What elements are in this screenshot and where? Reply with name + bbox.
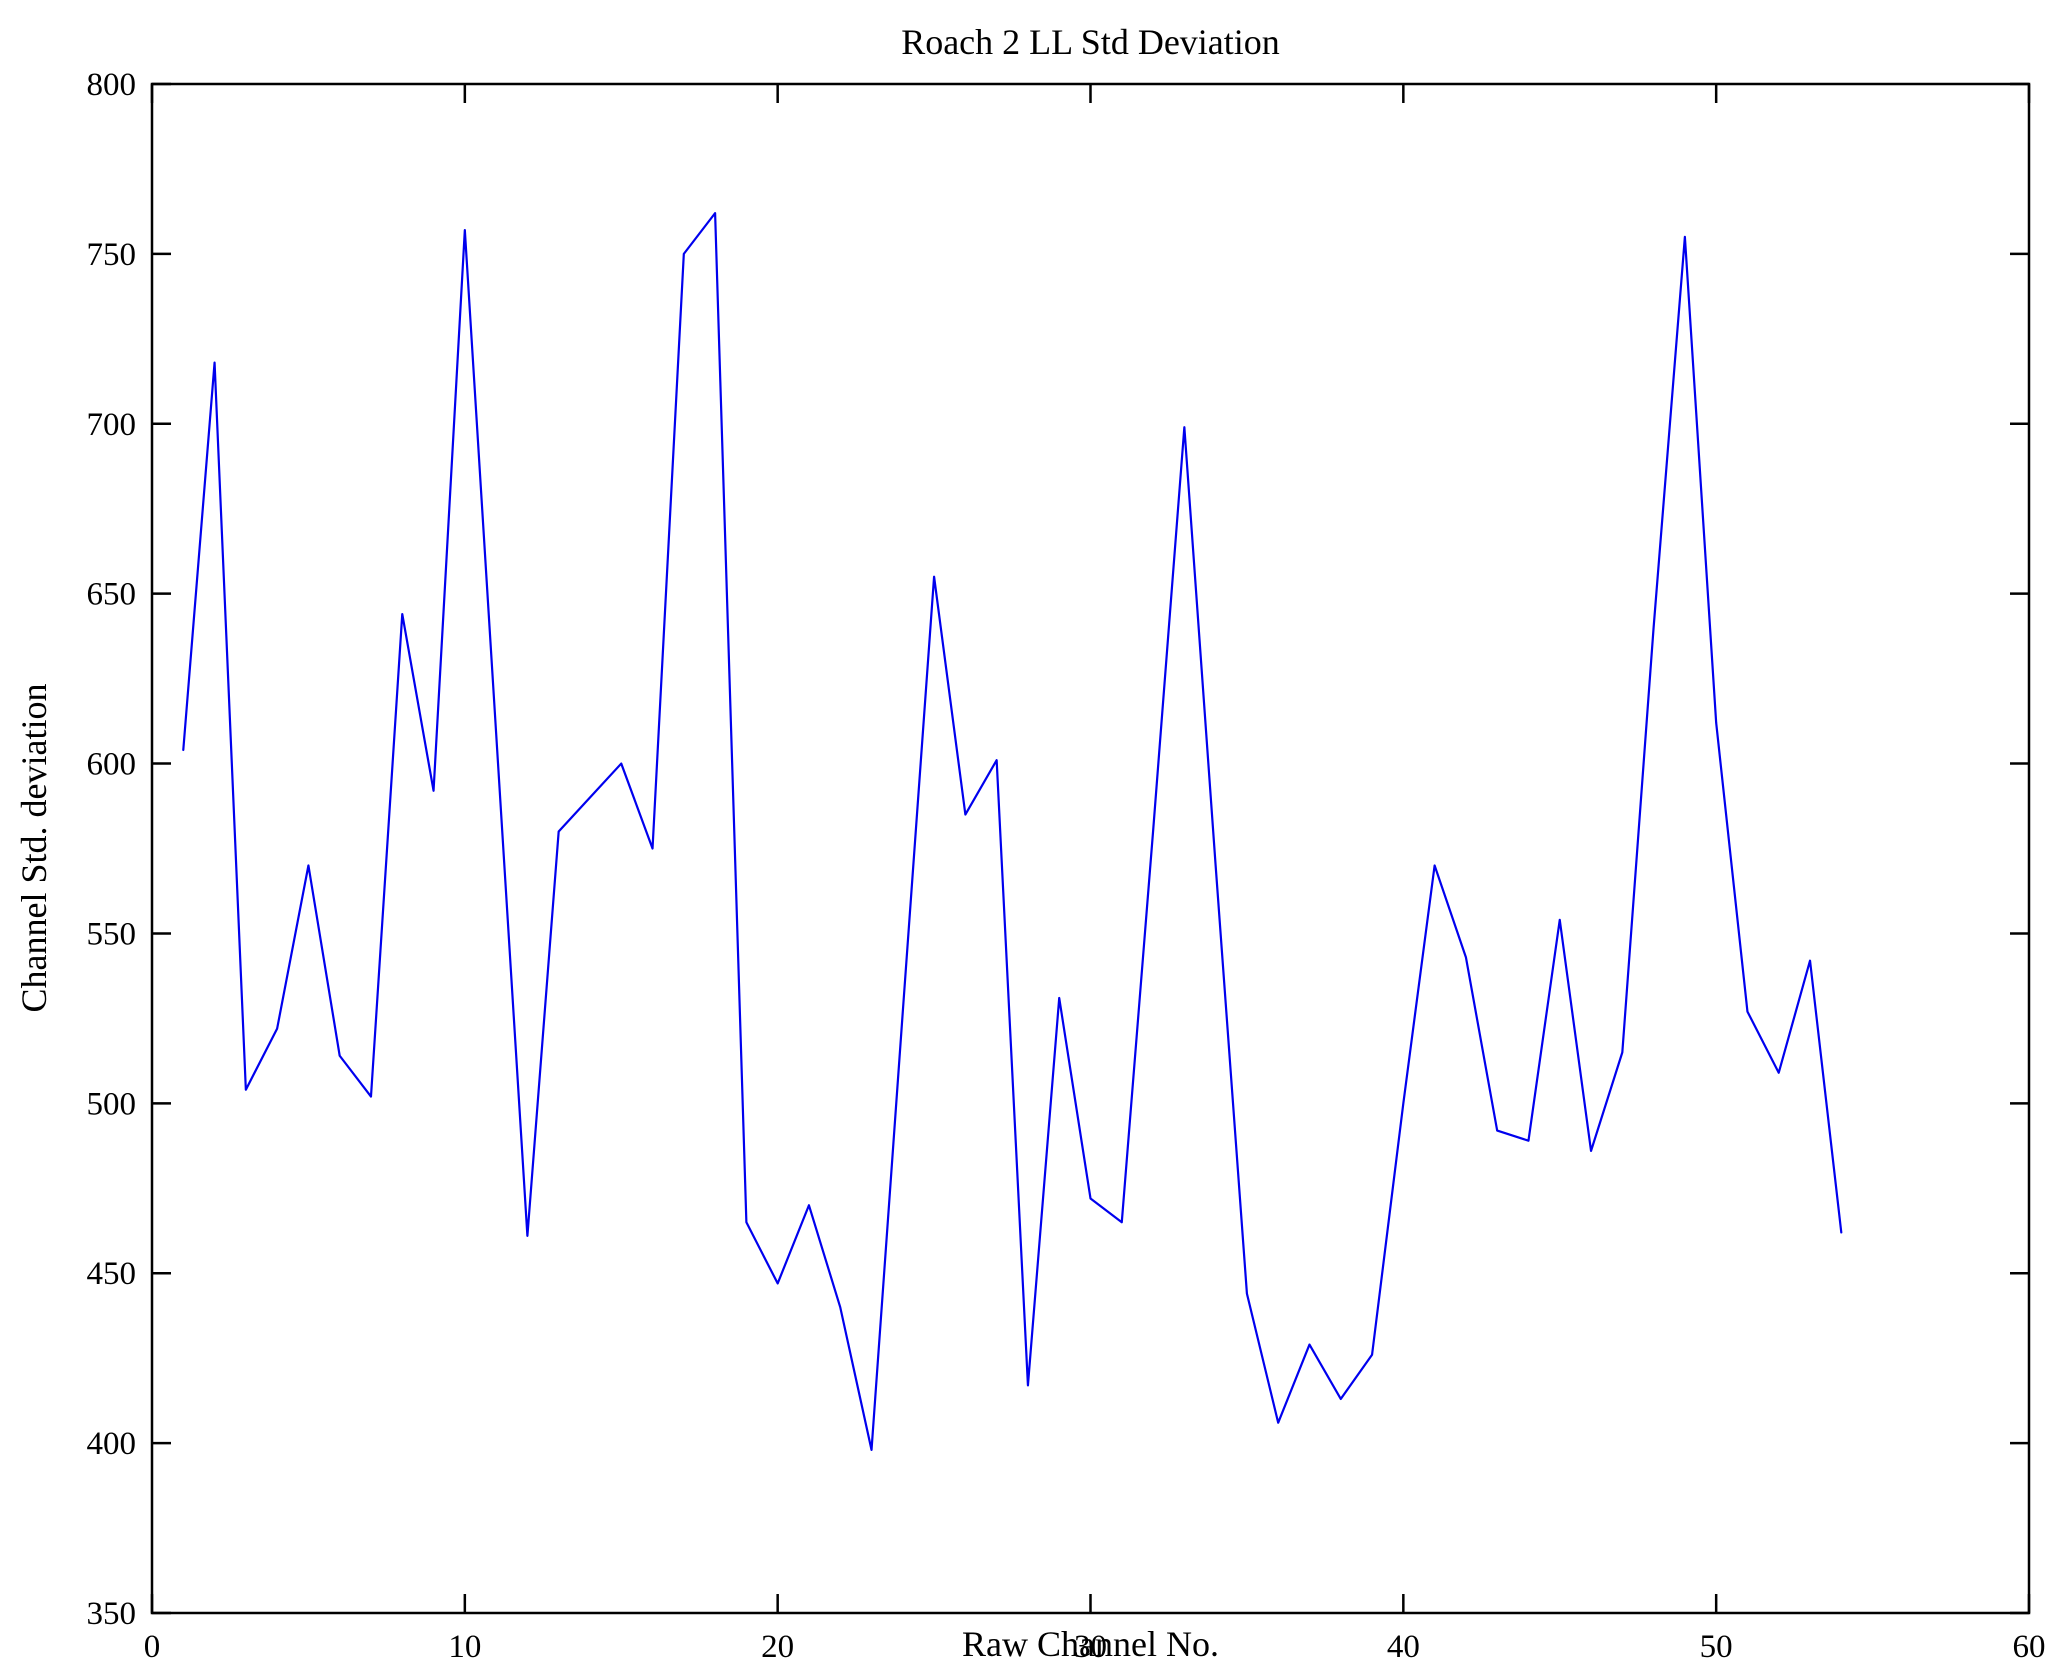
x-axis-label: Raw Channel No.	[962, 1624, 1219, 1664]
y-tick-label: 400	[87, 1426, 137, 1462]
y-tick-label: 650	[87, 577, 137, 613]
y-tick-label: 500	[87, 1086, 137, 1122]
y-tick-label: 450	[87, 1256, 137, 1292]
y-tick-label: 700	[87, 407, 137, 443]
y-tick-label: 800	[87, 67, 137, 103]
x-tick-label: 50	[1700, 1629, 1733, 1665]
data-line-series	[182, 212, 1843, 1452]
x-tick-label: 40	[1387, 1629, 1420, 1665]
y-tick-label: 600	[87, 747, 137, 783]
x-tick-label: 10	[448, 1629, 481, 1665]
x-tick-label: 20	[761, 1629, 794, 1665]
x-tick-label: 0	[144, 1629, 161, 1665]
y-tick-label: 350	[87, 1596, 137, 1632]
y-tick-label: 550	[87, 916, 137, 952]
x-tick-label: 30	[1074, 1629, 1107, 1665]
plot-box	[150, 82, 2031, 1615]
y-tick-label: 750	[87, 237, 137, 273]
x-tick-label: 60	[2013, 1629, 2046, 1665]
chart-title: Roach 2 LL Std Deviation	[901, 22, 1280, 62]
